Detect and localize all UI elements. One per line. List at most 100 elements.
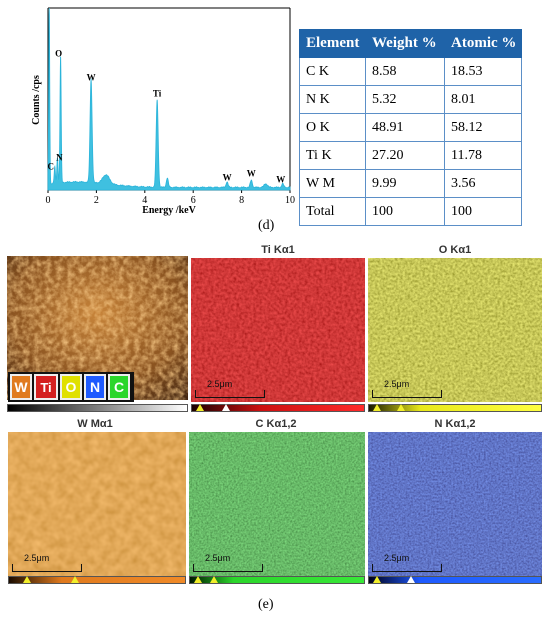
peak-label-w: W xyxy=(276,174,285,184)
scale-bar-label: 2.5μm xyxy=(205,553,231,563)
colorbar-c xyxy=(189,576,365,584)
legend-ti: Ti xyxy=(34,374,58,400)
x-tick-label: 10 xyxy=(285,195,295,206)
colorbar-marker xyxy=(407,576,415,583)
map-title-c: C Kα1,2 xyxy=(255,418,297,430)
peak-label-o: O xyxy=(55,49,62,59)
table-row: W M 9.99 3.56 xyxy=(299,169,522,198)
table-row: C K 8.58 18.53 xyxy=(299,57,522,86)
scale-bar xyxy=(372,564,442,572)
map-texture xyxy=(191,258,365,402)
table-cell: 58.12 xyxy=(444,113,522,142)
x-ticks: 0 2 4 6 8 10 xyxy=(46,190,295,206)
caption-e: (e) xyxy=(258,597,274,612)
peak-label-w: W xyxy=(247,169,256,179)
colorbar-marker xyxy=(373,576,381,583)
x-axis-label: Energy /keV xyxy=(142,205,196,216)
colorbar-marker xyxy=(196,404,204,411)
peak-label-w: W xyxy=(223,173,232,183)
eds-composition-table: Element Weight % Atomic % C K 8.58 18.53 N … xyxy=(299,29,522,226)
spectrum-series xyxy=(47,7,291,191)
legend-w: W xyxy=(10,374,32,400)
colorbar-marker xyxy=(23,576,31,583)
map-c: 2.5μm xyxy=(189,432,365,576)
colorbar-marker xyxy=(397,404,405,411)
table-cell: 48.91 xyxy=(365,113,445,142)
peak-label-w: W xyxy=(87,72,96,82)
table-cell: Ti K xyxy=(299,141,366,170)
table-cell: Total xyxy=(299,197,366,226)
table-cell: 27.20 xyxy=(365,141,445,170)
table-row: Total 100 100 xyxy=(299,197,522,226)
map-panel-ti: 2.5μm xyxy=(191,258,365,414)
header-atomic: Atomic % xyxy=(444,29,522,58)
eds-spectrum-chart: 0 2 4 6 8 10 CN O W Ti W W W Energy /keV Counts /cp… xyxy=(31,7,295,216)
table-cell: 18.53 xyxy=(444,57,522,86)
table-cell: 11.78 xyxy=(444,141,522,170)
table-row: N K 5.32 8.01 xyxy=(299,85,522,114)
map-panel-w: 2.5μm xyxy=(8,432,186,588)
colorbar-ti xyxy=(191,404,365,412)
scale-bar xyxy=(193,564,263,572)
colorbar-marker xyxy=(71,576,79,583)
peak-labels: CN O W Ti W W W xyxy=(48,49,286,185)
map-title-n: N Kα1,2 xyxy=(434,418,476,430)
element-legend: W Ti O N C xyxy=(8,372,134,402)
map-panel-c: 2.5μm xyxy=(189,432,365,588)
map-title-o: O Kα1 xyxy=(438,244,472,256)
colorbar-n xyxy=(368,576,542,584)
table-cell: N K xyxy=(299,85,366,114)
map-o: 2.5μm xyxy=(368,258,542,402)
colorbar-marker xyxy=(194,576,202,583)
table-cell: 100 xyxy=(444,197,522,226)
scale-bar xyxy=(12,564,82,572)
x-tick-label: 2 xyxy=(94,195,99,206)
table-header-row: Element Weight % Atomic % xyxy=(299,29,522,58)
map-w: 2.5μm xyxy=(8,432,186,576)
peak-label-n: N xyxy=(56,153,63,163)
map-texture xyxy=(368,432,542,576)
map-n: 2.5μm xyxy=(368,432,542,576)
caption-d: (d) xyxy=(258,218,275,233)
header-element: Element xyxy=(299,29,366,58)
colorbar-marker xyxy=(210,576,218,583)
sem-colorbar xyxy=(7,404,188,412)
table-cell: 5.32 xyxy=(365,85,445,114)
x-tick-label: 6 xyxy=(191,195,196,206)
map-title-w: W Mα1 xyxy=(77,418,113,430)
table-body: C K 8.58 18.53 N K 5.32 8.01 O K 48.91 58.12 Ti K… xyxy=(299,57,522,226)
header-weight: Weight % xyxy=(365,29,445,58)
scale-bar-label: 2.5μm xyxy=(384,379,410,389)
table-row: Ti K 27.20 11.78 xyxy=(299,141,522,170)
map-texture xyxy=(189,432,365,576)
scale-bar-label: 2.5μm xyxy=(207,379,233,389)
map-panel-n: 2.5μm xyxy=(368,432,542,588)
colorbar-w xyxy=(8,576,186,584)
table-row: O K 48.91 58.12 xyxy=(299,113,522,142)
colorbar-marker xyxy=(373,404,381,411)
map-ti: 2.5μm xyxy=(191,258,365,402)
colorbar-marker xyxy=(222,404,230,411)
map-panel-o: 2.5μm xyxy=(368,258,542,414)
legend-n: N xyxy=(84,374,106,400)
axes xyxy=(47,7,291,191)
map-texture xyxy=(368,258,542,402)
table-cell: 8.58 xyxy=(365,57,445,86)
peak-label-ti: Ti xyxy=(153,89,162,99)
map-title-ti: Ti Kα1 xyxy=(261,244,295,256)
table-cell: 3.56 xyxy=(444,169,522,198)
scale-bar xyxy=(195,390,265,398)
table-cell: 9.99 xyxy=(365,169,445,198)
table-cell: 8.01 xyxy=(444,85,522,114)
map-texture xyxy=(8,432,186,576)
x-tick-label: 4 xyxy=(142,195,147,206)
x-tick-label: 8 xyxy=(239,195,244,206)
table-cell: 100 xyxy=(365,197,445,226)
colorbar-o xyxy=(368,404,542,412)
scale-bar-label: 2.5μm xyxy=(24,553,50,563)
legend-c: C xyxy=(108,374,130,400)
y-axis-label: Counts /cps xyxy=(31,75,42,125)
x-tick-label: 0 xyxy=(46,195,51,206)
table-cell: W M xyxy=(299,169,366,198)
legend-o: O xyxy=(60,374,82,400)
